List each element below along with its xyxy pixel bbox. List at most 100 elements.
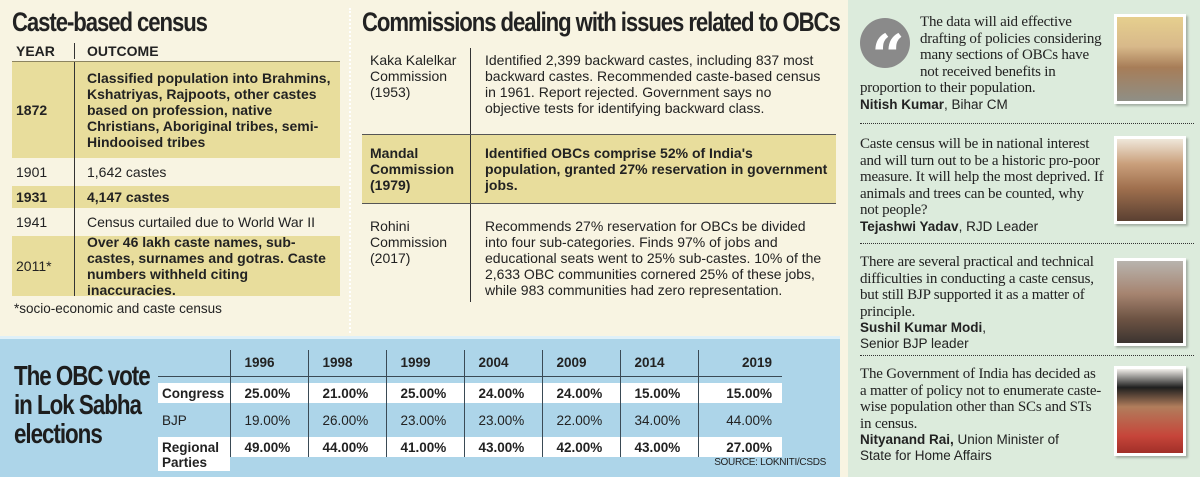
year-header: YEAR: [16, 42, 55, 59]
vote-share: 41.00%: [385, 437, 464, 457]
speaker-role-line2: State for Home Affairs: [860, 448, 992, 463]
year-header: 2009: [541, 350, 620, 377]
party-name: BJP: [162, 412, 187, 428]
party-name-line2: Parties: [158, 455, 230, 471]
quote-text: The Government of India has decided as a…: [860, 366, 1102, 432]
commission-desc: Identified 2,399 backward castes, includ…: [470, 48, 836, 134]
speaker-role: Union Minister of: [953, 432, 1059, 447]
vote-share: 23.00%: [385, 410, 464, 430]
vote-share: 27.00%: [697, 437, 782, 457]
quote-nityanand: The Government of India has decided as a…: [860, 362, 1194, 467]
census-year: 1941: [16, 214, 48, 230]
party-row: Congress 25.00% 21.00% 25.00% 24.00% 24.…: [158, 383, 782, 403]
vote-share: 49.00%: [229, 437, 308, 457]
quote-attribution: Sushil Kumar Modi, Senior BJP leader: [860, 320, 1194, 352]
vote-share: 23.00%: [463, 410, 542, 430]
commission-row: Mandal Commission (1979) Identified OBCs…: [362, 134, 836, 204]
census-year: 1901: [16, 164, 48, 180]
vote-share: 43.00%: [619, 437, 698, 457]
vote-share: 24.00%: [541, 383, 620, 403]
speaker-role: , RJD Leader: [958, 218, 1039, 234]
source-note: SOURCE: LOKNITI/CSDS: [714, 457, 826, 468]
vote-share: 43.00%: [463, 437, 542, 457]
obc-vote-section: The OBC vote in Lok Sabha elections 1996…: [0, 336, 840, 477]
census-header: YEAR OUTCOME: [12, 40, 340, 62]
outcome-header: OUTCOME: [74, 42, 340, 59]
party-name: Regional: [158, 437, 230, 457]
vote-share: 21.00%: [307, 383, 386, 403]
speaker-role: , Bihar CM: [944, 96, 1008, 112]
obc-vote-title: The OBC vote in Lok Sabha elections: [14, 360, 151, 449]
commission-name: Kaka Kalelkar Commission (1953): [370, 52, 457, 100]
census-outcome: Over 46 lakh caste names, sub-castes, su…: [74, 234, 340, 298]
census-row: 1872 Classified population into Brahmins…: [12, 62, 340, 158]
speaker-name: Sushil Kumar Modi: [860, 320, 983, 335]
year-header: 1999: [385, 350, 464, 377]
speaker-name: Nitish Kumar: [860, 96, 945, 112]
vote-share: 15.00%: [619, 383, 698, 403]
speaker-name: Tejashwi Yadav: [860, 218, 959, 234]
census-title: Caste-based census: [12, 7, 208, 37]
quote-nitish: “ The data will aid effective drafting o…: [860, 14, 1194, 124]
vote-share: 44.00%: [307, 437, 386, 457]
commission-desc: Recommends 27% reservation for OBCs be d…: [470, 204, 836, 302]
commissions-title: Commissions dealing with issues related …: [362, 7, 841, 37]
photo-nitish-kumar: [1114, 14, 1186, 104]
title-line: elections: [14, 418, 103, 449]
commissions-section: Commissions dealing with issues related …: [362, 4, 841, 302]
quote-text: Caste census will be in national interes…: [860, 136, 1104, 218]
census-row: 1941 Census curtailed due to World War I…: [12, 208, 340, 236]
caste-census-section: Caste-based census YEAR OUTCOME 1872 Cla…: [12, 4, 340, 316]
year-header: 2004: [463, 350, 542, 377]
vote-share: 34.00%: [619, 410, 698, 430]
vote-share: 25.00%: [229, 383, 308, 403]
title-line: The OBC vote: [14, 360, 151, 391]
quote-mark-icon: “: [860, 18, 910, 90]
year-header: 1996: [229, 350, 308, 377]
census-outcome: 1,642 castes: [74, 158, 340, 186]
year-header-row: 1996 1998 1999 2004 2009 2014 2019: [158, 350, 782, 377]
quote-attribution: Tejashwi Yadav, RJD Leader: [860, 219, 1194, 235]
year-header: 2019: [697, 350, 782, 377]
speaker-role-line2: Senior BJP leader: [860, 336, 969, 351]
quote-text-wrap: “ The data will aid effective drafting o…: [860, 14, 1110, 97]
year-header: 1998: [307, 350, 386, 377]
quote-text: The data will aid effective drafting of …: [860, 14, 1102, 96]
party-name: Congress: [158, 383, 230, 403]
obc-vote-table: 1996 1998 1999 2004 2009 2014 2019 Congr…: [158, 350, 782, 457]
vote-share: 26.00%: [307, 410, 386, 430]
vote-share: 24.00%: [463, 383, 542, 403]
year-header: 2014: [619, 350, 698, 377]
blank-header: [158, 350, 230, 377]
commission-desc: Identified OBCs comprise 52% of India's …: [470, 135, 836, 203]
census-year: 1931: [16, 189, 48, 205]
census-year: 2011*: [16, 258, 52, 274]
census-outcome: Census curtailed due to World War II: [74, 208, 340, 236]
vote-share: 19.00%: [229, 410, 308, 430]
party-row: BJP 19.00% 26.00% 23.00% 23.00% 22.00% 3…: [158, 410, 782, 430]
census-outcome: 4,147 castes: [74, 186, 340, 208]
column-divider: [349, 8, 351, 333]
census-year: 1872: [16, 102, 48, 118]
photo-nityanand-rai: [1114, 366, 1186, 456]
vote-share: 42.00%: [541, 437, 620, 457]
quote-attribution: Nitish Kumar, Bihar CM: [860, 97, 1194, 113]
title-line: in Lok Sabha: [14, 389, 142, 420]
party-row: Regional 49.00% 44.00% 41.00% 43.00% 42.…: [158, 437, 782, 457]
vote-share: 22.00%: [541, 410, 620, 430]
speaker-role: ,: [982, 320, 987, 335]
commission-row: Rohini Commission (2017) Recommends 27% …: [362, 204, 836, 302]
commission-name: Mandal Commission (1979): [370, 145, 455, 193]
quote-text: There are several practical and technica…: [860, 254, 1094, 320]
vote-share: 15.00%: [697, 383, 782, 403]
census-row: 1901 1,642 castes: [12, 158, 340, 186]
commission-name: Rohini Commission (2017): [370, 218, 448, 266]
quote-sushil: There are several practical and technica…: [860, 250, 1194, 356]
quote-tejashwi: Caste census will be in national interes…: [860, 130, 1194, 244]
vote-share: 44.00%: [697, 410, 782, 430]
photo-tejashwi-yadav: [1114, 136, 1186, 224]
quotes-panel: “ The data will aid effective drafting o…: [848, 0, 1200, 477]
vote-share: 25.00%: [385, 383, 464, 403]
speaker-name: Nityanand Rai,: [860, 432, 954, 447]
census-row: 2011* Over 46 lakh caste names, sub-cast…: [12, 234, 340, 298]
